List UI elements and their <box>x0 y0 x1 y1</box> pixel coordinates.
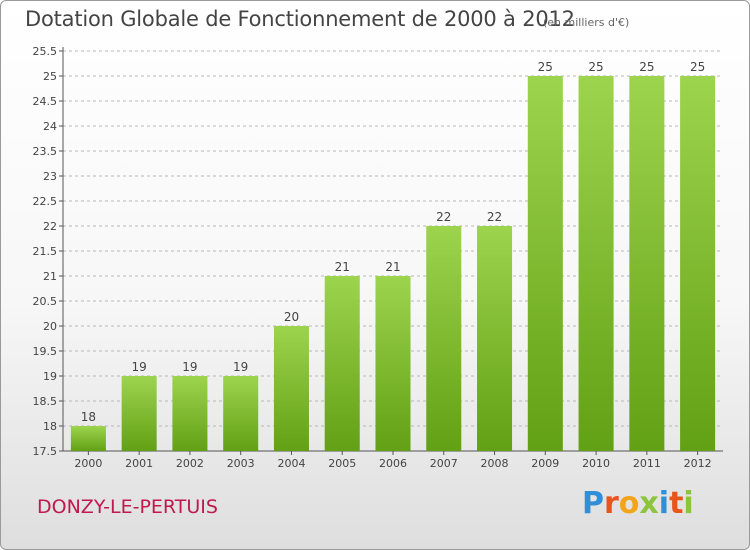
bar <box>629 76 665 451</box>
x-tick-label: 2010 <box>582 457 610 470</box>
y-tick-label: 18.5 <box>33 395 58 408</box>
bar-value-label: 25 <box>538 60 553 74</box>
y-tick-label: 20 <box>43 320 57 333</box>
bar <box>324 276 360 451</box>
bar-value-label: 21 <box>385 260 400 274</box>
y-tick-label: 21.5 <box>33 245 58 258</box>
bar <box>578 76 614 451</box>
bar-value-label: 21 <box>335 260 350 274</box>
bar <box>172 376 208 451</box>
x-tick-label: 2008 <box>481 457 509 470</box>
bar <box>70 426 106 451</box>
x-tick-label: 2006 <box>379 457 407 470</box>
bar-value-label: 20 <box>284 310 299 324</box>
y-tick-label: 23.5 <box>33 145 58 158</box>
y-tick-label: 24.5 <box>33 95 58 108</box>
bar <box>273 326 309 451</box>
chart-unit-subtitle: (en milliers d'€) <box>543 16 630 29</box>
y-tick-label: 17.5 <box>33 445 58 458</box>
bar-value-label: 25 <box>690 60 705 74</box>
bar-value-label: 25 <box>639 60 654 74</box>
bar-value-label: 25 <box>588 60 603 74</box>
brand-letter: P <box>582 486 604 521</box>
x-tick-label: 2004 <box>277 457 305 470</box>
brand-letter: o <box>618 486 640 521</box>
x-tick-label: 2000 <box>74 457 102 470</box>
y-tick-label: 21 <box>43 270 57 283</box>
y-tick-label: 25 <box>43 70 57 83</box>
brand-letter: r <box>604 486 619 521</box>
x-tick-label: 2007 <box>430 457 458 470</box>
bar-value-label: 22 <box>487 210 502 224</box>
brand-letter: x <box>639 486 659 521</box>
bar-value-label: 22 <box>436 210 451 224</box>
y-tick-label: 20.5 <box>33 295 58 308</box>
brand-letter: t <box>669 486 684 521</box>
x-tick-label: 2003 <box>227 457 255 470</box>
y-tick-label: 18 <box>43 420 57 433</box>
x-tick-label: 2001 <box>125 457 153 470</box>
bar <box>223 376 259 451</box>
y-tick-label: 24 <box>43 120 57 133</box>
location-name: DONZY-LE-PERTUIS <box>37 496 218 518</box>
brand-letter: i <box>658 486 670 521</box>
bar-value-label: 19 <box>132 360 147 374</box>
brand-logo: Proxiti <box>582 486 694 521</box>
bar <box>680 76 716 451</box>
bar <box>121 376 157 451</box>
bar <box>527 76 563 451</box>
y-tick-label: 22 <box>43 220 57 233</box>
y-tick-label: 22.5 <box>33 195 58 208</box>
x-tick-label: 2002 <box>176 457 204 470</box>
bar <box>477 226 513 451</box>
x-tick-label: 2009 <box>531 457 559 470</box>
x-tick-label: 2011 <box>633 457 661 470</box>
bar-value-label: 18 <box>81 410 96 424</box>
x-tick-label: 2005 <box>328 457 356 470</box>
bar <box>426 226 462 451</box>
y-tick-label: 19.5 <box>33 345 58 358</box>
bar-value-label: 19 <box>182 360 197 374</box>
y-tick-label: 23 <box>43 170 57 183</box>
bar-value-label: 19 <box>233 360 248 374</box>
brand-letter: i <box>683 486 694 521</box>
y-tick-label: 25.5 <box>33 45 58 58</box>
x-tick-label: 2012 <box>684 457 712 470</box>
chart-title: Dotation Globale de Fonctionnement de 20… <box>25 7 575 31</box>
bar <box>375 276 411 451</box>
bars <box>70 76 716 451</box>
y-tick-label: 19 <box>43 370 57 383</box>
labels: 17.5 18 18.5 19 19.5 20 20.5 21 21.5 22 22.5 23 23.5… <box>33 45 712 470</box>
